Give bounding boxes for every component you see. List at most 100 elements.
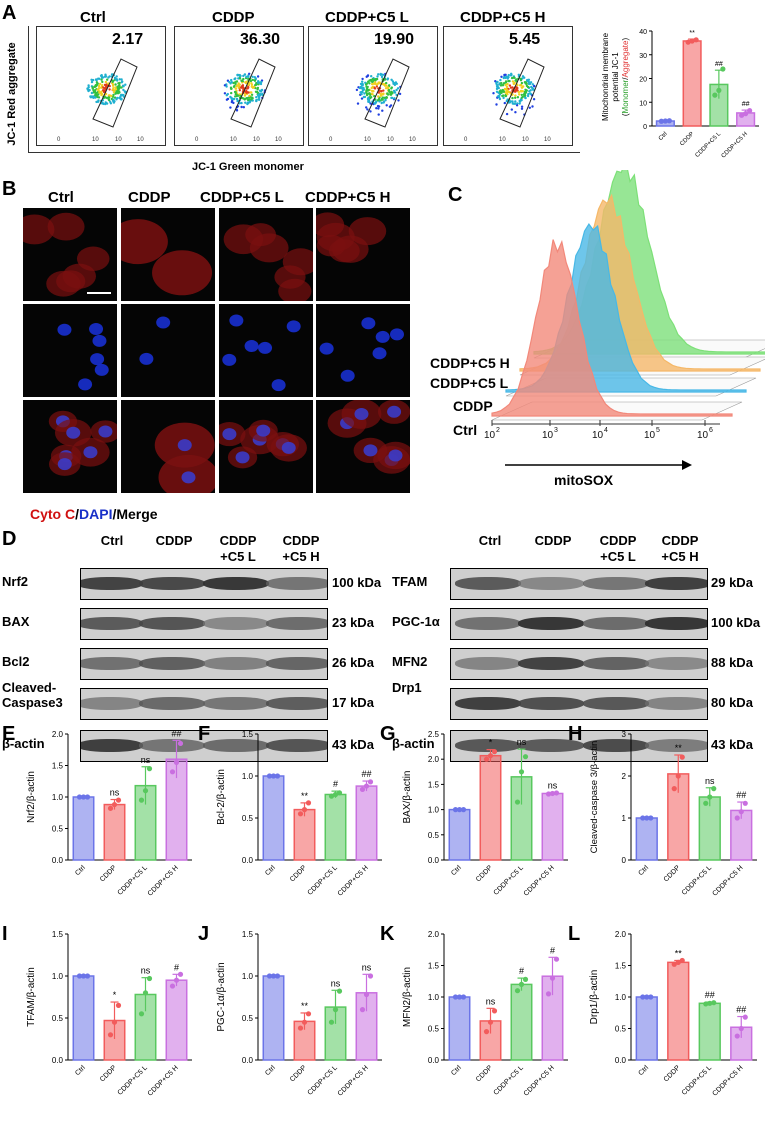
y-tick-label: 1.0 [428,806,440,815]
flow-dot [238,89,241,92]
flow-dot [95,83,99,86]
flow-dot [382,93,385,96]
bar [698,796,721,861]
blot-band [645,697,707,710]
data-point [138,797,145,803]
flow-tick-label: 10 [115,137,122,143]
category-label: Ctrl [264,1064,277,1077]
chart-e: 0.0 0.5 1.0 1.5 2.0 Ctrl ns CDDP ns CDDP+C5 L ## CD… [26,728,192,898]
hist-label-c5l: CDDP+C5 L [430,375,509,391]
blot-kda: 88 kDa [711,655,753,670]
flow-dot [520,107,524,111]
category-label: CDDP [99,864,118,883]
flow-dot [516,102,519,105]
chart-l: 0.0 0.5 1.0 1.5 2.0 Ctrl ** CDDP ## CDDP+C5 L ## CD… [589,930,757,1098]
flow-dot [355,88,359,92]
y-tick-label: 1.0 [615,993,627,1002]
flow-dot [500,81,503,85]
flow-dot [505,112,509,116]
sig-mark: ## [736,1005,746,1015]
category-label: CDDP [99,1064,118,1083]
flow-dot [361,80,364,83]
flow-dot [373,87,376,90]
flow-dot [523,94,526,98]
nucleus [375,330,390,343]
flow-y-axis-label: JC-1 Red aggregate [6,42,18,146]
flow-tick-label: 10 [409,137,416,143]
nucleus [156,316,171,329]
flow-dot [115,98,118,101]
flow-dot [101,86,105,89]
blot-band [518,657,584,670]
flow-tick-label: 0 [464,137,468,143]
flow-dot [248,94,251,98]
blot-name: TFAM [392,574,428,589]
flow-dot [230,78,233,82]
flow-dot [495,90,499,93]
data-point [522,754,529,760]
flow-dot [90,78,93,81]
data-point [703,800,709,806]
category-label: CDDP [475,1064,494,1083]
flow-dot [520,93,523,97]
flow-dot [514,111,517,114]
flow-dot [359,91,362,94]
y-tick-label: 0.0 [242,856,254,865]
data-point [518,769,525,775]
nucleus [181,471,196,484]
flow-dot [243,94,247,97]
flow-dot [380,75,384,79]
blot-row [450,608,708,640]
data-point [80,794,87,800]
data-point [734,1033,740,1039]
blot-band [203,577,269,590]
flow-dot [256,81,260,84]
flow-dot [356,102,360,105]
blot-band [583,657,649,670]
flow-dot [365,85,368,88]
flow-dot [507,73,510,77]
flow-dot [511,100,514,103]
blot-band [139,657,205,670]
blot-row [80,608,328,640]
flow-dot [102,102,105,106]
data-point [266,973,273,979]
sig-mark: # [550,945,555,955]
hist-ctrl [491,239,733,417]
nucleus [286,320,301,333]
flow-dot [511,80,515,83]
lane-label-3: CDDP +C5 H [282,533,320,564]
y-tick-label: 10 [639,100,647,107]
flow-dot [117,90,121,93]
micrograph [219,400,313,493]
data-point [336,988,343,994]
flow-dot [124,83,127,86]
flow-dot [515,104,519,107]
data-point [328,1019,335,1025]
flow-dot [524,90,527,93]
flow-dot [92,89,95,92]
flow-dot [386,78,389,81]
flow-dot [111,83,115,86]
flow-dot [97,84,101,88]
nucleus [229,314,244,327]
flow-percent-3: 5.45 [509,31,541,48]
blot-row [450,688,708,720]
sig-mark: ns [486,996,496,1006]
flow-dot [359,82,363,86]
flow-dot [510,73,513,77]
nucleus [92,334,107,347]
flow-dot [111,99,115,102]
y-axis-label: BAX/β-actin [402,771,413,824]
flow-dot [115,90,118,94]
category-label: CDDP+C5 L [681,864,713,896]
flow-dot [246,75,250,78]
cyto-cell [249,233,289,263]
flow-dot [256,91,260,95]
blot-kda: 17 kDa [332,695,374,710]
flow-dot [115,75,118,78]
blot-band [266,697,327,710]
flow-dot [395,82,398,85]
nucleus [258,341,273,354]
legend-cyto: Cyto C [30,506,76,522]
